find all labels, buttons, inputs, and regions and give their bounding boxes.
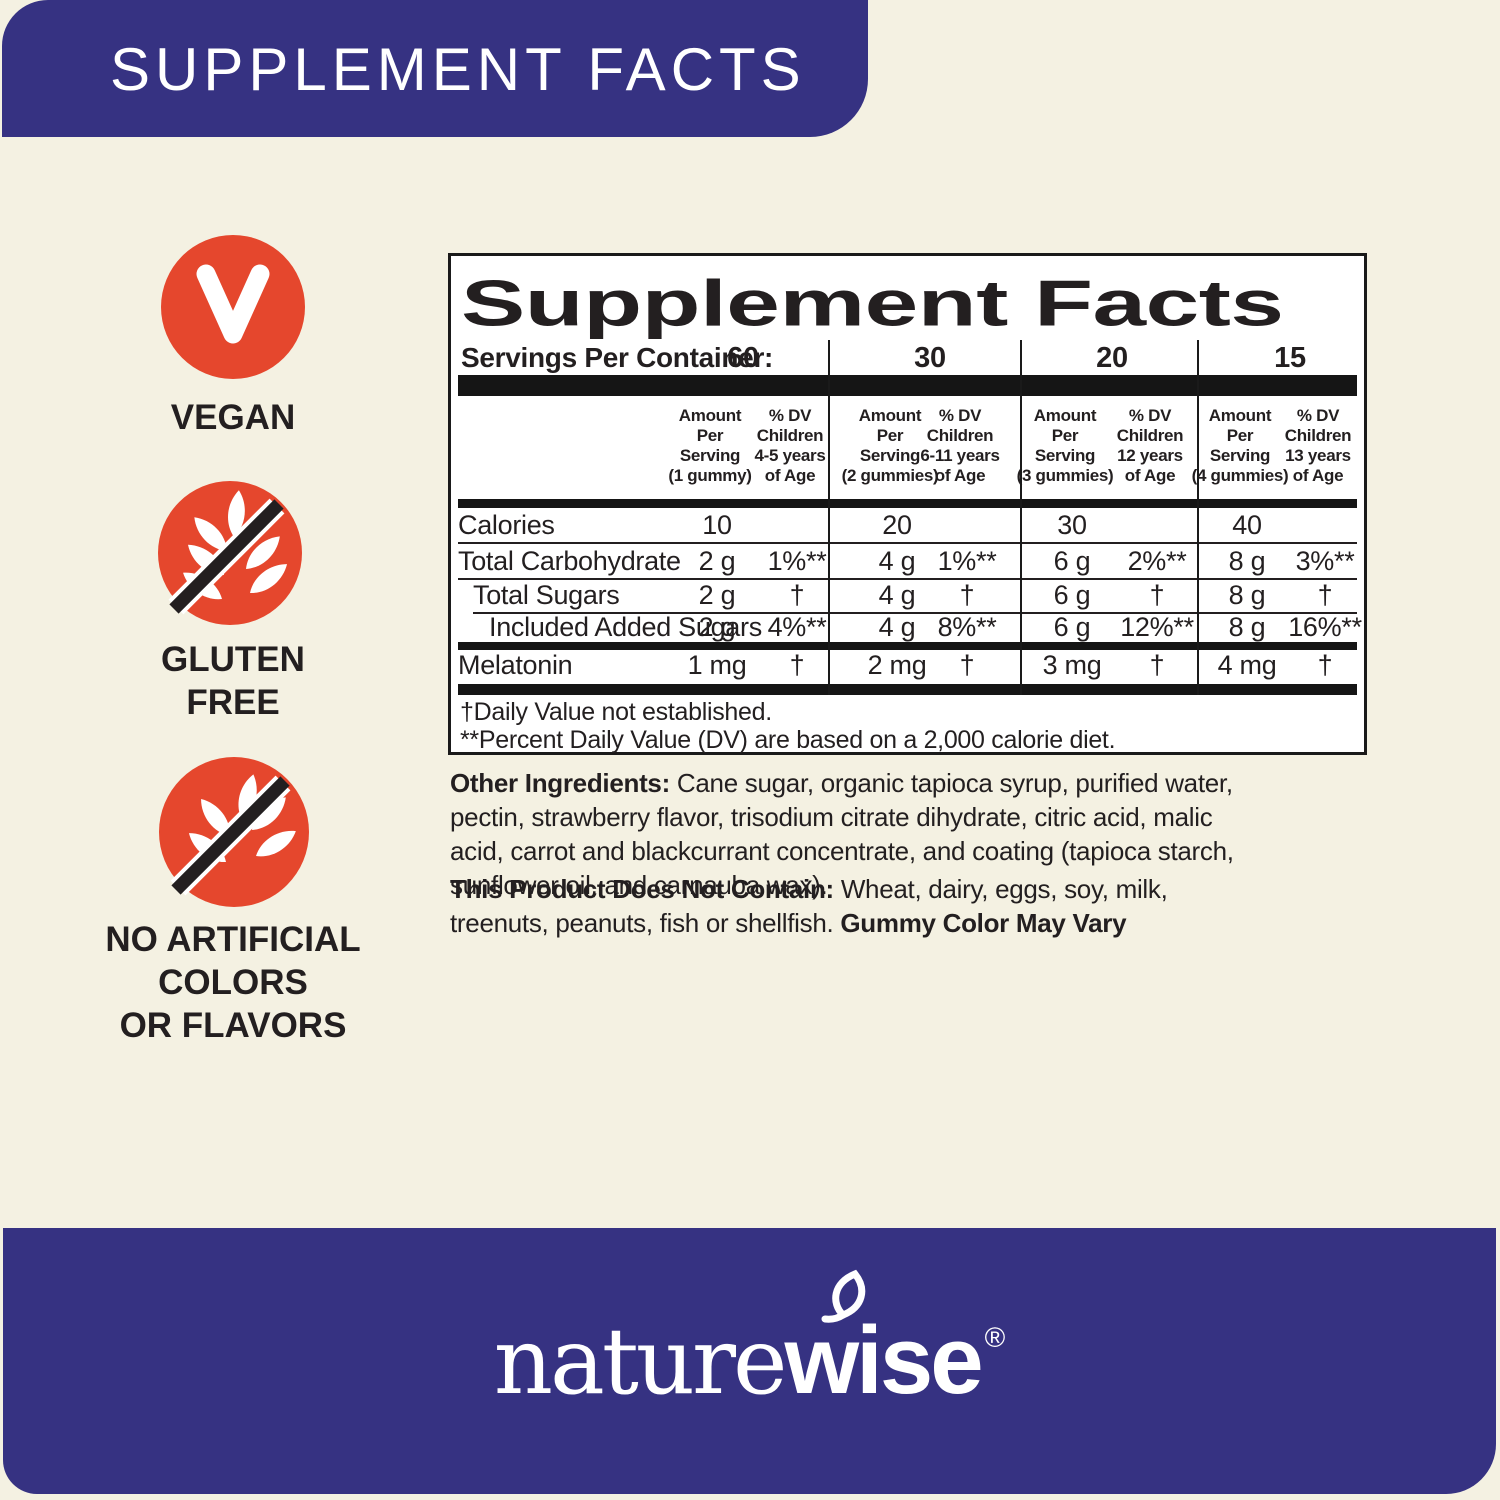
supplement-facts-panel: Supplement Facts Servings Per Container:… [448, 253, 1367, 755]
column-header-amount: Amount Per Serving (1 gummy) [668, 406, 752, 485]
servings-value: 30 [914, 342, 946, 374]
servings-value: 20 [1096, 342, 1128, 374]
naturewise-logo: naturewise ® [494, 1269, 1006, 1409]
column-header-dv: % DV Children 13 years of Age [1284, 406, 1352, 485]
medium-rule [458, 499, 1357, 508]
table-row-total-carbohydrate: Total Carbohydrate 2 g 1%** 4 g 1%** 6 g… [458, 544, 1357, 580]
column-header-amount: Amount Per Serving (4 gummies) [1192, 406, 1289, 485]
banner-title: SUPPLEMENT FACTS [110, 36, 806, 103]
gluten-free-label: GLUTEN FREE [161, 640, 305, 722]
crossed-wheat-icon [157, 480, 303, 631]
top-banner: SUPPLEMENT FACTS [2, 0, 868, 137]
servings-value: 15 [1274, 342, 1306, 374]
gummy-color-note: Gummy Color May Vary [840, 908, 1127, 938]
table-row-melatonin: Melatonin 1 mg † 2 mg † 3 mg † 4 mg † [458, 650, 1333, 680]
medium-rule [458, 642, 1357, 650]
table-divider [1197, 340, 1199, 695]
other-ingredients-label: Other Ingredients: [450, 768, 670, 798]
thick-rule [458, 684, 1357, 695]
table-divider [1020, 340, 1022, 695]
table-divider [828, 340, 830, 695]
column-header-amount: Amount Per Serving (2 gummies) [841, 406, 939, 485]
servings-value: 60 [727, 342, 759, 374]
footnote-percent-dv: **Percent Daily Value (DV) are based on … [460, 726, 1116, 754]
thick-rule [458, 375, 1357, 396]
footnote-daily-value: †Daily Value not established. [460, 698, 772, 726]
bottom-banner: naturewise ® [3, 1228, 1496, 1494]
table-row-calories: Calories 10 20 30 40 [458, 508, 1357, 544]
crossed-leaves-icon [159, 757, 309, 912]
registered-mark: ® [984, 1322, 1006, 1353]
does-not-contain-text: Wheat, dairy, eggs, soy, milk, treenuts,… [450, 874, 1168, 938]
does-not-contain-paragraph: This Product Does Not Contain: Wheat, da… [450, 872, 1262, 940]
column-header-dv: % DV Children 4-5 years of Age [754, 406, 826, 485]
leaf-icon [811, 1267, 877, 1331]
other-ingredients-text: Cane sugar, organic tapioca syrup, purif… [450, 768, 1234, 900]
vegan-label: VEGAN [170, 398, 296, 437]
table-row-included-added-sugars: Included Added Sugars 2 g 4%** 4 g 8%** … [489, 612, 1362, 642]
other-ingredients-paragraph: Other Ingredients: Cane sugar, organic t… [450, 766, 1262, 902]
does-not-contain-label: This Product Does Not Contain: [450, 874, 834, 904]
vegan-v-icon [161, 235, 305, 384]
logo-wise-text: wise [784, 1307, 983, 1414]
facts-title: Supplement Facts [461, 267, 1284, 340]
no-artificial-label: NO ARTIFICIAL COLORS OR FLAVORS [105, 920, 361, 1045]
column-header-dv: % DV Children 6-11 years of Age [920, 406, 1000, 485]
servings-per-container-label: Servings Per Container: [461, 342, 774, 373]
logo-nature-text: nature [493, 1308, 788, 1415]
table-row-total-sugars: Total Sugars 2 g † 4 g † 6 g † 8 g † [473, 578, 1357, 614]
column-header-dv: % DV Children 12 years of Age [1116, 406, 1184, 485]
